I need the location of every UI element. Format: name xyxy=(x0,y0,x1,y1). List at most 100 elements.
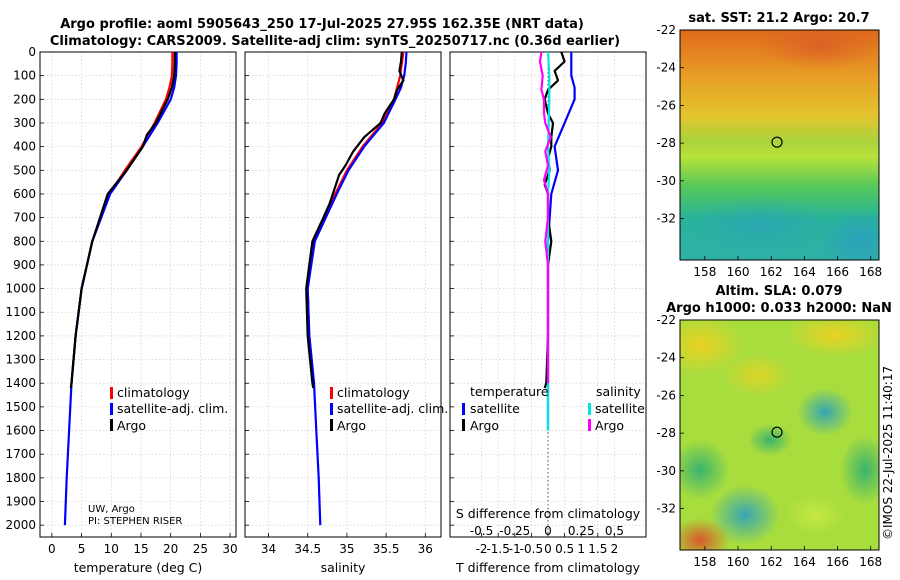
x-tick-label: 0.5 xyxy=(555,542,574,556)
y-tick-label: 800 xyxy=(13,234,36,248)
x-axis-label: T difference from climatology xyxy=(455,560,641,575)
map-x-tick-label: 158 xyxy=(693,265,716,279)
legend-header-temperature: temperature xyxy=(470,384,549,399)
s-difference-axis-label: S difference from climatology xyxy=(456,506,641,521)
legend-label-satellite: satellite-adj. clim. xyxy=(337,401,448,416)
series-line-argo xyxy=(69,52,176,389)
axes-frame xyxy=(244,51,442,538)
sla-high-patch xyxy=(723,353,793,397)
map-y-tick-label: -30 xyxy=(656,174,676,188)
sla-low-patch xyxy=(748,424,792,456)
axes-frame xyxy=(39,51,237,538)
map-y-tick-label: -32 xyxy=(656,212,676,226)
y-tick-label: 1300 xyxy=(5,353,36,367)
timestamp-stamp: ©IMOS 22-Jul-2025 11:40:17 xyxy=(881,366,895,540)
difference-legend: temperature salinity satellite Argo sate… xyxy=(462,384,645,433)
legend-swatch-argo xyxy=(110,419,113,431)
x-tick-label: 15 xyxy=(133,542,148,556)
x-tick-label: 20 xyxy=(163,542,178,556)
map-x-tick-label: 166 xyxy=(826,265,849,279)
legend-swatch-t-argo xyxy=(462,419,465,431)
sla-high-patch xyxy=(680,320,745,375)
sst-map-title: sat. SST: 21.2 Argo: 20.7 xyxy=(688,11,869,26)
s-difference-tick-label: 0.5 xyxy=(605,524,624,538)
sla-high-core xyxy=(680,518,730,550)
map-y-tick-label: -28 xyxy=(656,136,676,150)
legend-label-t-argo: Argo xyxy=(470,418,499,433)
map-x-tick-label: 162 xyxy=(760,265,783,279)
x-tick-label: 10 xyxy=(104,542,119,556)
legend-swatch-satellite xyxy=(330,403,333,415)
y-tick-label: 400 xyxy=(13,140,36,154)
map-y-tick-label: -24 xyxy=(656,61,676,75)
sst-cool-patch xyxy=(820,210,879,260)
x-tick-label: 0 xyxy=(544,542,552,556)
sla-low-patch xyxy=(797,388,853,436)
sst-warm-patch xyxy=(760,30,879,70)
y-tick-label: 1000 xyxy=(5,282,36,296)
map-x-tick-label: 168 xyxy=(859,555,882,569)
x-tick-label: 5 xyxy=(78,542,86,556)
y-tick-label: 1700 xyxy=(5,447,36,461)
y-tick-label: 1900 xyxy=(5,495,36,509)
y-tick-label: 0 xyxy=(28,45,36,59)
x-tick-label: 34 xyxy=(261,542,276,556)
legend-swatch-climatology xyxy=(330,387,333,399)
legend-swatch-t-satellite xyxy=(462,403,465,415)
legend-label-t-satellite: satellite xyxy=(470,401,520,416)
series-line-climatology xyxy=(69,52,174,389)
y-tick-label: 1100 xyxy=(5,305,36,319)
legend-swatch-s-satellite xyxy=(588,403,591,415)
salinity-panel: 34 34.5 35 35.5 36 salinity xyxy=(244,51,442,575)
x-tick-label: 34.5 xyxy=(294,542,321,556)
y-tick-label: 700 xyxy=(13,211,36,225)
pi-text: PI: STEPHEN RISER xyxy=(88,516,182,527)
x-tick-label: -1.5 xyxy=(486,542,509,556)
series-line-s-argo xyxy=(538,51,552,384)
x-axis-label: salinity xyxy=(321,560,366,575)
x-tick-label: -0.5 xyxy=(520,542,543,556)
x-axis-label: temperature (deg C) xyxy=(74,560,203,575)
sla-mid-patch xyxy=(785,495,845,535)
sla-map-title-line1: Altim. SLA: 0.079 xyxy=(716,284,843,299)
figure-title-line1: Argo profile: aoml 5905643_250 17-Jul-20… xyxy=(60,17,584,32)
y-tick-label: 600 xyxy=(13,187,36,201)
x-tick-label: 35 xyxy=(339,542,354,556)
y-tick-label: 1200 xyxy=(5,329,36,343)
map-x-tick-label: 162 xyxy=(760,555,783,569)
legend-header-salinity: salinity xyxy=(596,384,641,399)
x-tick-label: -2 xyxy=(476,542,488,556)
map-x-tick-label: 164 xyxy=(793,555,816,569)
s-difference-tick-label: -0.25 xyxy=(499,524,530,538)
s-difference-tick-label: 0.25 xyxy=(568,524,595,538)
sla-map-title-line2: Argo h1000: 0.033 h2000: NaN xyxy=(666,301,892,316)
map-y-tick-label: -22 xyxy=(656,23,676,37)
y-tick-label: 100 xyxy=(13,69,36,83)
x-tick-label: 2 xyxy=(611,542,619,556)
x-tick-label: 30 xyxy=(222,542,237,556)
map-y-tick-label: -26 xyxy=(656,388,676,402)
sla-map: Altim. SLA: 0.079 Argo h1000: 0.033 h200… xyxy=(656,284,892,569)
x-tick-label: 35.5 xyxy=(373,542,400,556)
legend-label-s-argo: Argo xyxy=(595,418,624,433)
x-tick-label: 0 xyxy=(48,542,56,556)
x-tick-label: 25 xyxy=(193,542,208,556)
y-tick-label: 1500 xyxy=(5,400,36,414)
float-position-marker xyxy=(771,426,783,438)
y-tick-label: 500 xyxy=(13,163,36,177)
sla-low-patch xyxy=(680,440,730,500)
y-tick-label: 200 xyxy=(13,92,36,106)
figure-title-line2: Climatology: CARS2009. Satellite-adj cli… xyxy=(50,34,620,49)
legend-swatch-s-argo xyxy=(588,419,591,431)
legend-label-climatology: climatology xyxy=(117,385,190,400)
y-tick-label: 300 xyxy=(13,116,36,130)
y-tick-label: 1800 xyxy=(5,471,36,485)
map-x-tick-label: 168 xyxy=(859,265,882,279)
legend-swatch-climatology xyxy=(110,387,113,399)
map-y-tick-label: -24 xyxy=(656,351,676,365)
sst-cool-band xyxy=(690,197,830,253)
legend-swatch-satellite xyxy=(110,403,113,415)
x-tick-label: -1 xyxy=(509,542,521,556)
y-tick-label: 900 xyxy=(13,258,36,272)
